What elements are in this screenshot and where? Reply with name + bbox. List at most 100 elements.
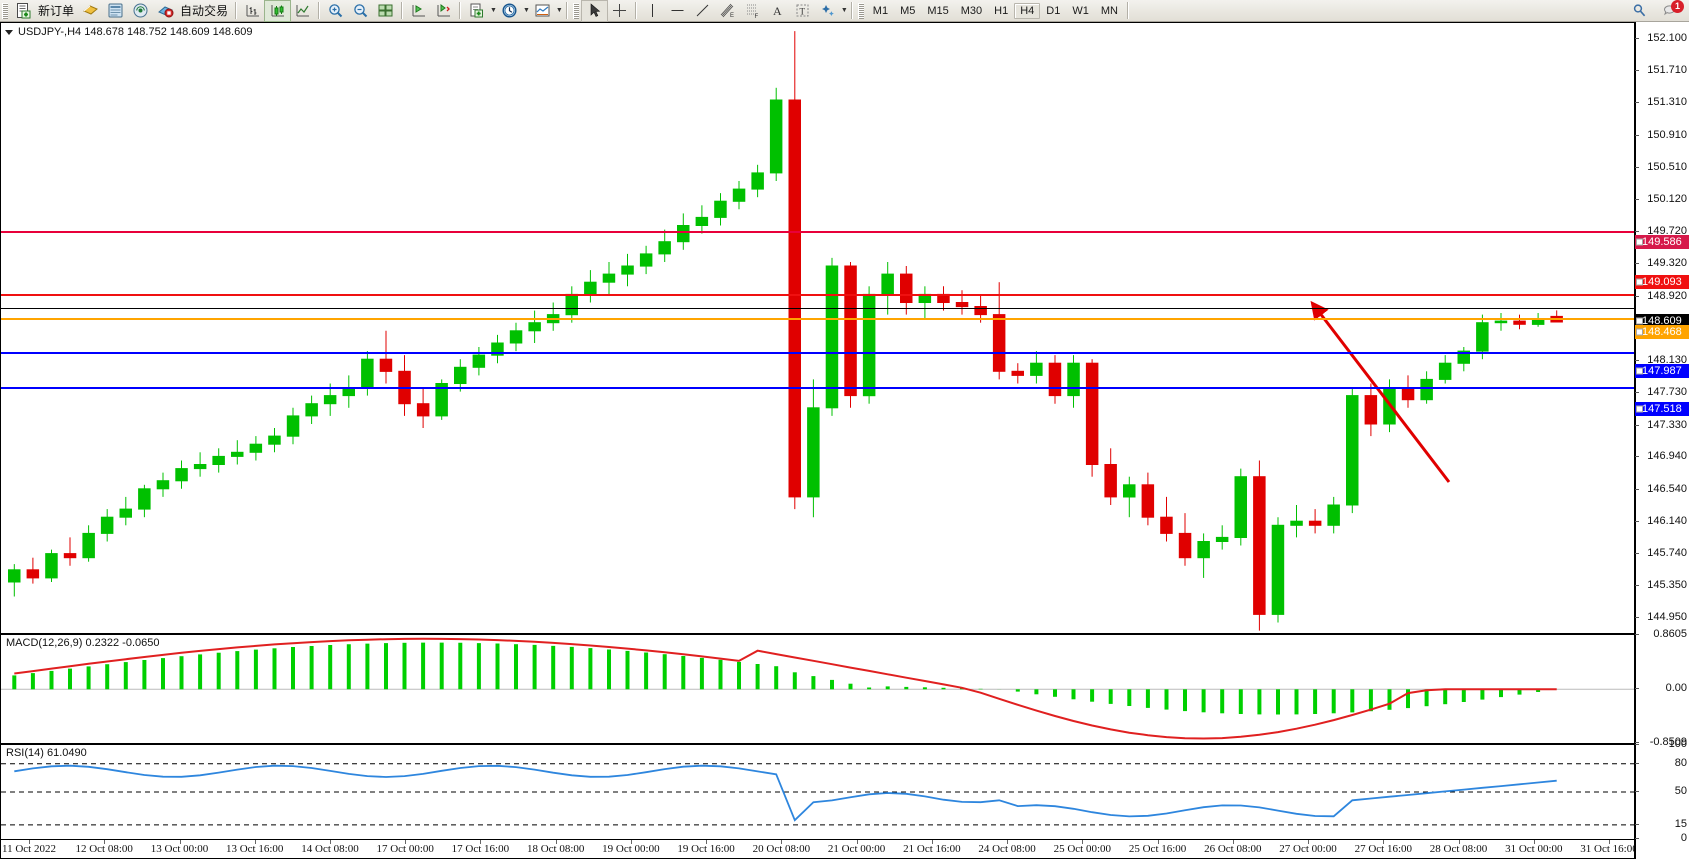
main-toolbar[interactable]: 新订单 自动交易 ▼ ▼ xyxy=(0,0,1689,22)
period-icon[interactable] xyxy=(497,1,522,21)
price-tag-handle[interactable] xyxy=(1636,328,1643,336)
toolbar-grip[interactable] xyxy=(572,2,579,19)
time-tick-label: 13 Oct 00:00 xyxy=(150,843,209,855)
rsi-tick xyxy=(1635,823,1639,825)
time-tick-label: 27 Oct 00:00 xyxy=(1279,843,1337,855)
price-tag-level-147-987[interactable]: 147.987 xyxy=(1635,364,1689,379)
time-tick xyxy=(931,840,933,844)
price-tick-label: 149.320 xyxy=(1647,257,1687,270)
zoom-out-icon[interactable] xyxy=(348,1,373,21)
timeframe-m30[interactable]: M30 xyxy=(960,4,983,17)
market-watch-icon[interactable] xyxy=(103,1,128,21)
price-tick-label: 150.910 xyxy=(1647,128,1687,141)
timeframe-h1[interactable]: H1 xyxy=(994,4,1009,17)
timeframe-w1[interactable]: W1 xyxy=(1072,4,1089,17)
autotrade-label[interactable]: 自动交易 xyxy=(180,4,229,18)
indicators-icon[interactable] xyxy=(530,1,555,21)
price-tick-label: 145.740 xyxy=(1647,547,1687,560)
chevron-down-icon[interactable]: ▼ xyxy=(840,7,848,14)
symbol-ohlc-text: USDJPY-,H4 148.678 148.752 148.609 148.6… xyxy=(18,26,253,38)
text-label-icon[interactable]: A xyxy=(765,1,790,21)
price-tag-handle[interactable] xyxy=(1636,405,1643,413)
price-tag-level-147-518[interactable]: 147.518 xyxy=(1635,402,1689,417)
hline-icon[interactable] xyxy=(665,1,690,21)
chevron-down-icon[interactable]: ▼ xyxy=(555,7,563,14)
price-tag-level-148-468[interactable]: 148.468 xyxy=(1635,325,1689,340)
toolbar-grip[interactable] xyxy=(2,2,8,19)
symbol-header[interactable]: USDJPY-,H4 148.678 148.752 148.609 148.6… xyxy=(5,26,252,38)
chevron-down-icon[interactable] xyxy=(5,29,13,35)
autotrade-icon[interactable] xyxy=(153,1,178,21)
toolbar-separator xyxy=(1126,2,1129,19)
time-tick-label: 20 Oct 08:00 xyxy=(752,843,811,855)
rsi-label: RSI(14) 61.0490 xyxy=(6,747,87,759)
text-icon[interactable]: T xyxy=(790,1,815,21)
time-tick xyxy=(1533,840,1535,844)
cursor-icon[interactable] xyxy=(580,0,608,22)
chart-area[interactable]: USDJPY-,H4 148.678 148.752 148.609 148.6… xyxy=(0,22,1689,859)
shift-end-icon[interactable] xyxy=(406,1,431,21)
fibonacci-icon[interactable]: F xyxy=(740,1,765,21)
time-tick-label: 14 Oct 08:00 xyxy=(301,843,359,855)
time-axis[interactable]: 11 Oct 2022 12 Oct 08:00 13 Oct 00:00 13 Oc… xyxy=(0,840,1638,859)
price-axis[interactable]: 152.100 151.710 151.310 150.910 150.510 150.1… xyxy=(1635,22,1689,859)
price-tag-handle[interactable] xyxy=(1636,317,1643,325)
price-tag-handle[interactable] xyxy=(1636,278,1643,286)
zoom-in-icon[interactable] xyxy=(323,1,348,21)
hline-149-586[interactable] xyxy=(1,231,1634,233)
macd-tick xyxy=(1635,742,1639,743)
price-pane[interactable]: USDJPY-,H4 148.678 148.752 148.609 148.6… xyxy=(0,22,1635,634)
new-order-icon[interactable] xyxy=(11,1,36,21)
price-tick-label: 151.710 xyxy=(1647,63,1687,76)
rsi-pane[interactable]: RSI(14) 61.0490 xyxy=(0,744,1635,840)
price-tag-handle[interactable] xyxy=(1636,238,1643,246)
timeframe-m15[interactable]: M15 xyxy=(927,4,949,17)
price-tag-handle[interactable] xyxy=(1636,367,1643,375)
price-tick xyxy=(1635,424,1639,426)
chevron-down-icon[interactable]: ▼ xyxy=(490,7,497,14)
price-tick xyxy=(1635,392,1639,394)
timeframe-h4[interactable]: H4 xyxy=(1014,2,1041,19)
equidistant-channel-icon[interactable]: E xyxy=(715,1,740,21)
time-tick-label: 24 Oct 08:00 xyxy=(978,843,1036,855)
price-tag-last-price[interactable]: 148.609 xyxy=(1635,314,1689,328)
line-chart-icon[interactable] xyxy=(290,1,315,21)
hline-147-518[interactable] xyxy=(1,387,1634,389)
objects-icon[interactable] xyxy=(815,1,840,21)
time-tick xyxy=(1157,840,1159,844)
rsi-tick-label: 50 xyxy=(1674,785,1687,797)
profile-icon[interactable] xyxy=(78,1,103,21)
hline-149-093[interactable] xyxy=(1,294,1634,296)
timeframe-m5[interactable]: M5 xyxy=(900,4,916,17)
price-tag-level-149-586[interactable]: 149.586 xyxy=(1635,234,1689,249)
timeframe-m1[interactable]: M1 xyxy=(872,4,889,17)
time-tick-label: 21 Oct 00:00 xyxy=(827,843,886,855)
bar-chart-icon[interactable] xyxy=(240,1,265,21)
toolbar-separator xyxy=(318,2,321,19)
tile-windows-icon[interactable] xyxy=(373,1,398,21)
toolbar-separator xyxy=(850,2,853,19)
search-icon[interactable] xyxy=(1627,1,1652,21)
price-tag-level-149-093[interactable]: 149.093 xyxy=(1635,274,1689,289)
auto-scroll-icon[interactable] xyxy=(431,1,456,21)
macd-pane[interactable]: MACD(12,26,9) 0.2322 -0.0650 xyxy=(0,634,1635,744)
rsi-tick-label: 15 xyxy=(1674,817,1687,830)
signals-icon[interactable] xyxy=(128,1,153,21)
trendline-icon[interactable] xyxy=(690,1,715,21)
crosshair-icon[interactable] xyxy=(607,1,632,21)
toolbar-grip[interactable] xyxy=(857,2,864,19)
new-order-label[interactable]: 新订单 xyxy=(38,4,75,18)
hline-147-987[interactable] xyxy=(1,352,1634,354)
chevron-down-icon[interactable]: ▼ xyxy=(522,7,530,14)
candlestick-chart-icon[interactable] xyxy=(264,0,292,22)
time-tick-label: 13 Oct 16:00 xyxy=(225,843,284,855)
timeframe-mn[interactable]: MN xyxy=(1100,4,1118,17)
timeframe-d1[interactable]: D1 xyxy=(1046,4,1061,17)
price-tick-label: 148.130 xyxy=(1647,353,1687,366)
template-icon[interactable] xyxy=(464,1,489,21)
alerts-icon[interactable]: 1 xyxy=(1658,0,1684,21)
hline-148-468[interactable] xyxy=(1,318,1634,320)
vline-icon[interactable] xyxy=(640,1,665,21)
time-tick-label: 25 Oct 00:00 xyxy=(1053,843,1112,855)
rsi-tick xyxy=(1635,744,1639,745)
